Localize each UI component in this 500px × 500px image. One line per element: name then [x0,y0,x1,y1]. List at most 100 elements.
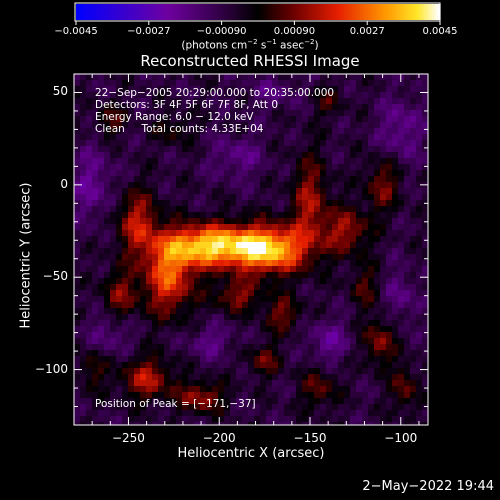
heatmap-cell [230,206,237,213]
heatmap-cell [320,80,327,87]
heatmap-cell [176,248,183,255]
heatmap-cell [152,410,159,417]
heatmap-cell [230,212,237,219]
heatmap-cell [380,212,387,219]
heatmap-cell [122,392,129,399]
heatmap-cell [344,80,351,87]
heatmap-cell [134,74,141,81]
heatmap-cell [188,104,195,111]
heatmap-cell [122,296,129,303]
heatmap-cell [122,182,129,189]
heatmap-cell [194,398,201,405]
heatmap-cell [290,224,297,231]
heatmap-cell [362,350,369,357]
heatmap-cell [98,332,105,339]
colorbar-tick-label: −0.0045 [54,26,98,37]
heatmap-cell [254,392,261,399]
heatmap-cell [320,422,327,425]
heatmap-cell [92,218,99,225]
heatmap-cell [146,98,153,105]
heatmap-cell [176,416,183,423]
heatmap-cell [296,248,303,255]
heatmap-cell [80,284,87,291]
heatmap-cell [308,272,315,279]
heatmap-cell [98,152,105,159]
heatmap-cell [80,344,87,351]
heatmap-cell [404,104,411,111]
heatmap-cell [332,236,339,243]
heatmap-cell [80,176,87,183]
heatmap-cell [248,92,255,99]
heatmap-cell [242,362,249,369]
heatmap-cell [314,320,321,327]
heatmap-cell [284,386,291,393]
heatmap-cell [332,332,339,339]
heatmap-cell [290,194,297,201]
heatmap-cell [302,128,309,135]
colorbar-swatch [310,4,313,20]
heatmap-cell [110,152,117,159]
heatmap-cell [158,326,165,333]
heatmap-cell [260,200,267,207]
heatmap-cell [338,296,345,303]
heatmap-cell [206,344,213,351]
heatmap-cell [140,110,147,117]
heatmap-cell [122,320,129,327]
heatmap-cell [326,122,333,129]
heatmap-cell [140,212,147,219]
heatmap-cell [80,254,87,261]
colorbar-swatch [118,4,121,20]
heatmap-cell [110,170,117,177]
heatmap-cell [308,194,315,201]
heatmap-cell [386,80,393,87]
heatmap-cell [260,248,267,255]
heatmap-cell [398,410,405,417]
heatmap-cell [404,230,411,237]
heatmap-cell [362,356,369,363]
heatmap-cell [344,272,351,279]
heatmap-cell [332,74,339,81]
heatmap-cell [218,266,225,273]
heatmap-cell [296,272,303,279]
heatmap-cell [296,260,303,267]
heatmap-cell [170,230,177,237]
heatmap-cell [182,176,189,183]
heatmap-cell [104,248,111,255]
heatmap-cell [158,332,165,339]
heatmap-cell [332,164,339,171]
heatmap-cell [266,176,273,183]
heatmap-cell [308,164,315,171]
heatmap-cell [356,86,363,93]
heatmap-cell [314,182,321,189]
heatmap-cell [116,122,123,129]
heatmap-cell [194,374,201,381]
heatmap-cell [368,74,375,81]
heatmap-cell [266,134,273,141]
heatmap-cell [80,98,87,105]
heatmap-cell [98,116,105,123]
heatmap-cell [350,110,357,117]
heatmap-cell [302,218,309,225]
heatmap-cell [296,374,303,381]
heatmap-cell [362,272,369,279]
heatmap-cell [206,182,213,189]
heatmap-cell [188,398,195,405]
heatmap-cell [344,308,351,315]
heatmap-cell [230,350,237,357]
heatmap-cell [134,272,141,279]
heatmap-cell [326,416,333,423]
heatmap-cell [308,74,315,81]
heatmap-cell [182,236,189,243]
heatmap-cell [92,332,99,339]
heatmap-cell [158,374,165,381]
heatmap-cell [122,338,129,345]
heatmap-cell [164,296,171,303]
heatmap-cell [410,86,417,93]
heatmap-cell [158,320,165,327]
heatmap-cell [362,116,369,123]
heatmap-cell [212,308,219,315]
heatmap-cell [356,308,363,315]
heatmap-cell [140,398,147,405]
heatmap-cell [194,74,201,81]
heatmap-cell [86,356,93,363]
